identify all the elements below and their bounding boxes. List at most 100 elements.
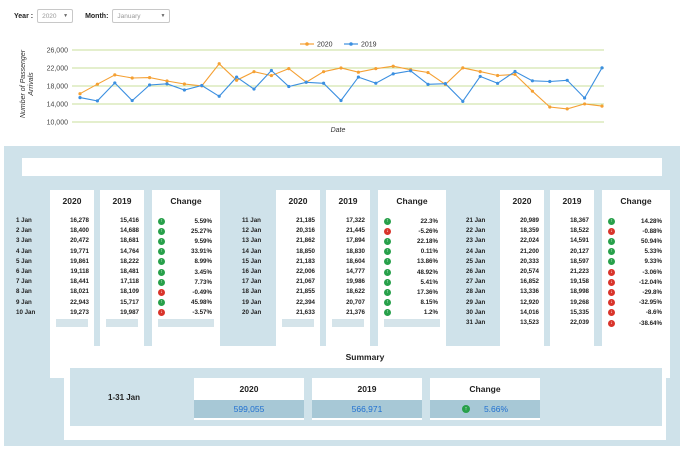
col-2019-value: 14,688	[120, 227, 139, 235]
data-point-2020	[548, 105, 552, 109]
row-date: 1 Jan	[16, 217, 32, 224]
col-2019-value: 18,367	[570, 217, 589, 224]
y-tick-label: 10,000	[47, 120, 69, 127]
arrow-down-icon: ↓	[608, 227, 615, 235]
arrow-up-icon: ↑	[158, 278, 165, 286]
col-2019-value: 19,986	[346, 278, 365, 286]
arrow-up-icon: ↑	[384, 237, 391, 245]
col-2020-value: 21,633	[296, 308, 315, 316]
summary-2020-value: 599,055	[194, 400, 304, 418]
passenger-arrivals-chart: 10,000 14,000 18,000 22,000 26,000 Number of …	[20, 42, 604, 134]
arrow-up-icon: ↑	[384, 248, 391, 256]
col-2020-value: 18,400	[70, 227, 89, 235]
empty-cell	[384, 319, 440, 327]
col-2019-value: 14,777	[346, 268, 365, 275]
change-value: 1.2%	[423, 309, 438, 317]
row-date: 6 Jan	[16, 268, 32, 275]
col-2020-value: 20,574	[520, 268, 539, 275]
data-point-2020	[130, 76, 134, 80]
row-date: 9 Jan	[16, 298, 32, 306]
col-2019-value: 19,158	[570, 278, 589, 286]
col-2020-value: 21,185	[296, 217, 315, 224]
col-2020-value: 12,920	[520, 298, 539, 306]
col-2019-value: 20,707	[346, 298, 365, 306]
data-point-2020	[113, 73, 117, 77]
data-point-2019	[148, 83, 152, 87]
col-2019-value: 18,109	[120, 288, 139, 296]
col-change-header: Change	[620, 196, 652, 206]
data-point-2020	[269, 73, 273, 78]
col-2019-value: 18,998	[570, 288, 589, 296]
data-point-2019	[235, 75, 239, 79]
chevron-down-icon: ▼	[160, 13, 166, 19]
arrow-down-icon: ↓	[608, 319, 615, 327]
col-2020-value: 21,183	[296, 257, 315, 265]
col-2020-value: 19,861	[70, 257, 89, 265]
change-value: -29.8%	[642, 288, 662, 296]
empty-cell	[106, 319, 138, 327]
change-cell: ↑ 5.33%	[608, 248, 664, 256]
col-2020-value: 20,472	[70, 237, 89, 245]
col-2020-value: 20,333	[520, 257, 539, 265]
change-value: 17.36%	[417, 288, 438, 296]
empty-cell	[282, 319, 314, 327]
data-point-2020	[600, 104, 604, 108]
col-change-header: Change	[396, 196, 428, 206]
data-point-2019	[252, 87, 256, 91]
data-point-2019	[600, 66, 604, 70]
col-2019-value: 18,830	[346, 247, 365, 255]
change-cell: ↑ 22.18%	[384, 237, 440, 245]
change-cell: ↑ 0.11%	[384, 248, 440, 256]
data-point-2020	[78, 92, 82, 96]
change-cell: ↑ 48.92%	[384, 268, 440, 276]
col-2019-value: 15,717	[120, 298, 139, 306]
data-point-2019	[443, 82, 447, 86]
month-select-value: January	[117, 12, 141, 20]
year-select[interactable]: 2020 ▼	[37, 9, 74, 23]
row-date: 31 Jan	[466, 319, 486, 326]
col-2019-value: 17,118	[120, 278, 139, 286]
change-cell: ↑ 3.45%	[158, 268, 214, 276]
change-cell: ↑ 5.59%	[158, 217, 214, 225]
data-point-2020	[165, 79, 169, 83]
data-point-2020	[339, 66, 343, 70]
arrow-up-icon: ↑	[384, 288, 391, 296]
arrow-up-icon: ↑	[158, 268, 165, 276]
change-cell: ↑ 50.94%	[608, 237, 664, 245]
arrow-up-icon: ↑	[158, 217, 165, 225]
change-cell: ↓ -3.57%	[158, 309, 214, 317]
arrow-up-icon: ↑	[608, 258, 615, 266]
arrow-up-icon: ↑	[384, 278, 391, 286]
change-value: 7.73%	[194, 278, 212, 286]
arrow-down-icon: ↓	[608, 309, 615, 317]
row-date: 2 Jan	[16, 227, 32, 235]
change-value: -0.49%	[192, 288, 212, 296]
legend-entry: 2020	[317, 42, 333, 49]
col-2019-value: 18,622	[346, 288, 365, 296]
row-date: 13 Jan	[242, 237, 262, 245]
data-point-2019	[409, 69, 413, 73]
row-date: 5 Jan	[16, 257, 32, 265]
data-point-2019	[391, 72, 395, 76]
arrow-up-icon: ↑	[608, 248, 615, 256]
row-date: 12 Jan	[242, 227, 262, 235]
col-2020-header: 2020	[62, 196, 82, 206]
data-point-2019	[374, 81, 378, 85]
legend-marker	[349, 42, 353, 46]
change-value: -3.57%	[192, 309, 212, 317]
col-2019-value: 21,445	[346, 227, 365, 235]
y-tick-label: 18,000	[47, 84, 69, 91]
change-value: 9.59%	[194, 237, 212, 245]
data-point-2019	[182, 88, 186, 92]
change-value: -12.04%	[638, 278, 662, 286]
row-date: 29 Jan	[466, 298, 486, 306]
month-label: Month:	[85, 12, 109, 20]
month-select[interactable]: January ▼	[112, 9, 171, 23]
col-2020-value: 20,989	[520, 217, 539, 224]
legend-entry: 2019	[361, 42, 377, 49]
change-value: 13.86%	[417, 258, 438, 266]
arrow-down-icon: ↓	[608, 288, 615, 296]
change-cell: ↓ -0.88%	[608, 227, 664, 235]
summary-title: Summary	[345, 352, 385, 362]
data-point-2019	[269, 68, 273, 73]
